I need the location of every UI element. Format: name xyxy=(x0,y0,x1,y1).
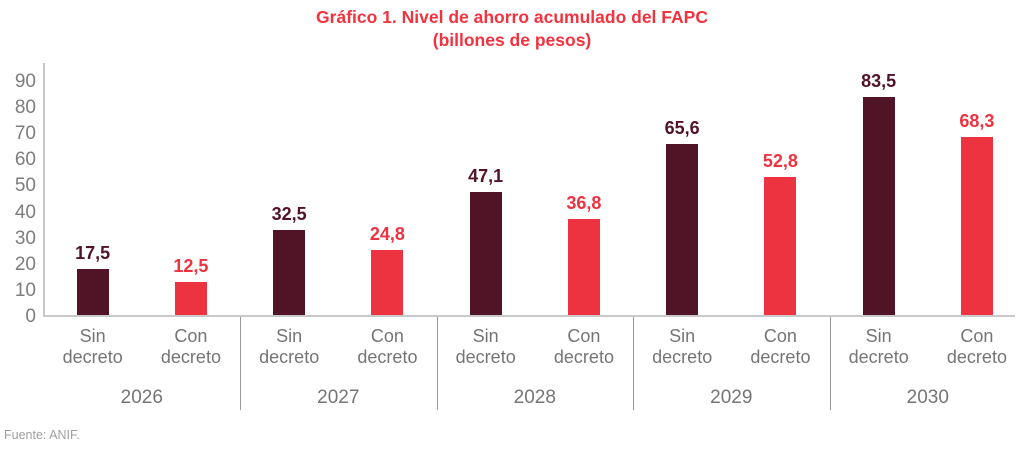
y-tick-label: 80 xyxy=(14,97,36,119)
bar-sin-decreto-2026 xyxy=(76,269,109,315)
x-axis-label-con-decreto: Con decreto xyxy=(554,326,614,368)
x-axis-label-line: decreto xyxy=(946,347,1007,367)
group-divider xyxy=(240,317,242,410)
x-axis-label-line: Con xyxy=(567,326,601,346)
x-axis-label-line: decreto xyxy=(553,347,614,367)
x-axis-label-line: decreto xyxy=(62,347,123,367)
x-axis-label-sin-decreto: Sin decreto xyxy=(63,326,123,368)
group-divider xyxy=(633,317,635,410)
x-axis-label-sin-decreto: Sin decreto xyxy=(849,326,909,368)
bar-sin-decreto-2028 xyxy=(469,192,502,315)
x-axis-label-line: Sin xyxy=(669,326,696,346)
x-axis-label-con-decreto: Con decreto xyxy=(750,326,810,368)
chart-title-line2: (billones de pesos) xyxy=(432,30,592,51)
year-label-2026: 2026 xyxy=(120,387,163,408)
bar-sin-decreto-2027 xyxy=(273,230,306,315)
x-axis-label-line: decreto xyxy=(848,347,909,367)
y-tick-label: 90 xyxy=(14,71,36,92)
bar-value-label-con-decreto-2026: 12,5 xyxy=(173,256,209,277)
group-divider xyxy=(436,317,438,410)
year-label-2027: 2027 xyxy=(317,387,360,408)
x-axis-label-con-decreto: Con decreto xyxy=(357,326,417,368)
x-axis-label-line: decreto xyxy=(455,347,516,367)
y-axis-line xyxy=(43,63,45,317)
y-tick-label: 40 xyxy=(14,201,36,223)
bar-sin-decreto-2029 xyxy=(666,143,699,315)
x-label-area: Sin decreto Con decreto 2026 Sin decreto Con dec… xyxy=(43,317,1015,422)
y-tick-label: 30 xyxy=(14,227,36,249)
x-axis-label-line: Sin xyxy=(472,326,499,346)
y-tick-label: 70 xyxy=(14,123,36,145)
plot-area: 17,5 12,5 32,5 24,8 47,1 36,8 65,6 52,8 83,5 68,3 xyxy=(43,63,1015,317)
x-axis-label-line: decreto xyxy=(160,347,221,367)
x-axis-label-line: Sin xyxy=(865,326,892,346)
x-axis-label-con-decreto: Con decreto xyxy=(161,326,221,368)
bar-value-label-sin-decreto-2026: 17,5 xyxy=(75,243,111,264)
x-axis-line xyxy=(43,315,1015,317)
bar-con-decreto-2029 xyxy=(764,177,797,315)
x-axis-label-line: decreto xyxy=(652,347,713,367)
bar-con-decreto-2030 xyxy=(960,136,993,315)
x-axis-label-line: decreto xyxy=(357,347,418,367)
bar-value-label-sin-decreto-2030: 83,5 xyxy=(861,70,897,91)
source-note: Fuente: ANIF. xyxy=(4,428,80,442)
x-axis-label-line: Con xyxy=(960,326,994,346)
x-axis-label-sin-decreto: Sin decreto xyxy=(259,326,319,368)
y-tick-label: 10 xyxy=(14,279,36,301)
x-axis-label-sin-decreto: Sin decreto xyxy=(456,326,516,368)
chart-title-line1: Gráfico 1. Nivel de ahorro acumulado del… xyxy=(316,7,708,27)
year-label-2029: 2029 xyxy=(710,387,753,408)
group-divider xyxy=(829,317,831,410)
x-axis-label-line: decreto xyxy=(750,347,811,367)
bar-con-decreto-2028 xyxy=(567,218,600,315)
x-axis-label-line: Con xyxy=(174,326,208,346)
y-tick-label: 0 xyxy=(25,306,36,327)
bar-sin-decreto-2030 xyxy=(862,96,895,315)
year-label-2030: 2030 xyxy=(906,387,949,408)
bar-con-decreto-2026 xyxy=(174,282,207,315)
x-axis-label-line: Sin xyxy=(276,326,303,346)
x-axis-label-line: Con xyxy=(763,326,797,346)
x-axis-label-con-decreto: Con decreto xyxy=(947,326,1007,368)
bar-value-label-con-decreto-2027: 24,8 xyxy=(369,224,405,245)
x-axis-label-line: decreto xyxy=(259,347,320,367)
year-label-2028: 2028 xyxy=(513,387,556,408)
bar-value-label-sin-decreto-2027: 32,5 xyxy=(271,204,307,225)
bar-value-label-con-decreto-2028: 36,8 xyxy=(566,192,602,213)
bar-value-label-con-decreto-2029: 52,8 xyxy=(762,151,798,172)
bar-value-label-sin-decreto-2028: 47,1 xyxy=(468,166,504,187)
bar-con-decreto-2027 xyxy=(371,250,404,315)
bar-value-label-con-decreto-2030: 68,3 xyxy=(959,110,995,131)
y-tick-label: 60 xyxy=(14,149,36,171)
chart-title: Gráfico 1. Nivel de ahorro acumulado del… xyxy=(0,6,1024,52)
y-axis-ticks: 0 10 20 30 40 50 60 70 80 90 xyxy=(0,63,36,327)
x-axis-label-line: Sin xyxy=(79,326,106,346)
y-tick-label: 20 xyxy=(14,253,36,275)
bar-value-label-sin-decreto-2029: 65,6 xyxy=(664,117,700,138)
x-axis-label-sin-decreto: Sin decreto xyxy=(652,326,712,368)
x-axis-label-line: Con xyxy=(370,326,404,346)
y-tick-label: 50 xyxy=(14,175,36,197)
